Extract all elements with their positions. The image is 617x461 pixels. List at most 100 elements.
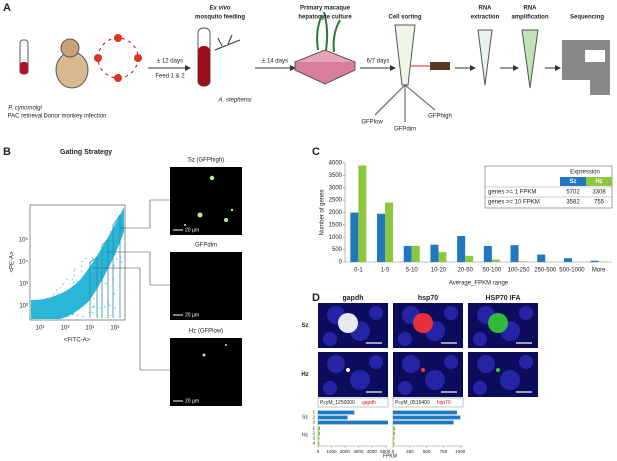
flow-dot [62, 283, 64, 285]
image-title: Sz (GFPhigh) [188, 158, 224, 164]
flow-dot [77, 280, 79, 282]
x-tick-label: 50-100 [483, 268, 502, 274]
flow-dot [53, 294, 55, 296]
flow-dot [92, 306, 94, 308]
cell [184, 224, 186, 226]
flow-dot [85, 290, 87, 292]
flow-dot [92, 257, 94, 259]
cell [134, 54, 142, 62]
panel-letter: B [3, 146, 11, 158]
flow-dot [73, 290, 75, 292]
x-tick-label: 0-1 [354, 268, 363, 274]
laser [430, 62, 450, 70]
table-cell: 755 [594, 200, 605, 206]
flow-dot [42, 304, 44, 306]
flow-dot [75, 296, 77, 298]
y-tick-label: 2500 [329, 198, 343, 204]
cell [224, 218, 228, 222]
row-label: Sz [301, 323, 308, 329]
flow-dot [60, 311, 63, 314]
blood [20, 62, 28, 74]
flow-dot [86, 292, 88, 294]
bar [393, 431, 396, 436]
flow-dot [100, 267, 102, 269]
label: A. stephensi [217, 98, 252, 104]
bar [537, 254, 546, 262]
flow-dot [46, 317, 48, 319]
y-tick-label: 1 [312, 410, 315, 415]
stream [374, 84, 406, 116]
flow-dot [52, 298, 55, 300]
scale-label: 20 µm [185, 312, 199, 318]
signal [338, 313, 358, 333]
monkey-head [60, 38, 80, 58]
flow-dot [119, 298, 121, 300]
flow-dot [39, 316, 41, 318]
y-tick-label: 10³ [19, 282, 28, 288]
x-tick-label: 10⁴ [85, 325, 95, 332]
flow-dot [71, 313, 74, 316]
bar [393, 410, 457, 415]
flow-dot [34, 315, 36, 317]
sorter [394, 24, 416, 86]
flow-dot [71, 299, 74, 301]
signal [488, 313, 508, 333]
bar [318, 436, 320, 441]
flow-dot [81, 265, 83, 268]
flow-dot [101, 265, 103, 268]
bar [465, 255, 474, 262]
y-tick-label: 500 [332, 247, 343, 253]
flow-dot [85, 257, 87, 260]
bar [393, 426, 396, 431]
bar [590, 260, 599, 262]
label: hepatocyte culture [298, 15, 352, 21]
flow-dot [39, 315, 41, 317]
table-cell: 3582 [566, 200, 580, 206]
cell [197, 212, 203, 218]
flow-dot [81, 298, 83, 300]
flow-dot [32, 316, 34, 318]
flow-dot [37, 314, 39, 316]
legend-label: Hz [595, 179, 602, 185]
flow-dot [104, 306, 106, 308]
y-tick-label: 4 [312, 441, 315, 446]
table-title: Expression [570, 170, 600, 176]
flow-dot [88, 311, 91, 313]
bar [393, 420, 454, 425]
row-label: Hz [301, 372, 308, 378]
gene-id: PcyM_0515400 [395, 400, 430, 406]
flow-dot [92, 282, 94, 285]
panel-letter: C [312, 146, 320, 158]
bar [318, 431, 321, 436]
flow-dot [114, 307, 116, 309]
flow-dot [57, 302, 59, 304]
label: GFPdim [394, 127, 416, 133]
x-tick-label: 10⁵ [110, 325, 120, 332]
flow-dot [119, 285, 121, 287]
x-tick-label: 100-250 [508, 268, 531, 274]
flow-dot [48, 303, 50, 305]
flow-dot [79, 293, 82, 296]
x-tick-label: 1000 [455, 449, 466, 454]
screen [585, 50, 605, 62]
y-tick-label: 2 [312, 431, 315, 436]
y-tick-label: 0 [339, 260, 343, 266]
table-cell: 3308 [592, 190, 606, 196]
label-box [317, 397, 389, 408]
rna-tube [477, 29, 493, 86]
flow-dot [73, 270, 75, 272]
flow-dot [67, 316, 69, 318]
label: 6/7 days [367, 59, 390, 65]
plate-side [294, 62, 356, 85]
cell [209, 175, 215, 181]
y-tick-label: 1000 [329, 235, 343, 241]
column-title: gapdh [343, 295, 364, 302]
flow-dot [43, 306, 45, 308]
legend-swatch [560, 177, 586, 186]
monkey [55, 51, 89, 89]
label: Primary macaque [300, 6, 351, 12]
flow-dot [116, 258, 118, 260]
flow-dot [66, 278, 68, 280]
x-tick-label: 4000 [367, 449, 378, 454]
flow-dot [56, 306, 59, 308]
